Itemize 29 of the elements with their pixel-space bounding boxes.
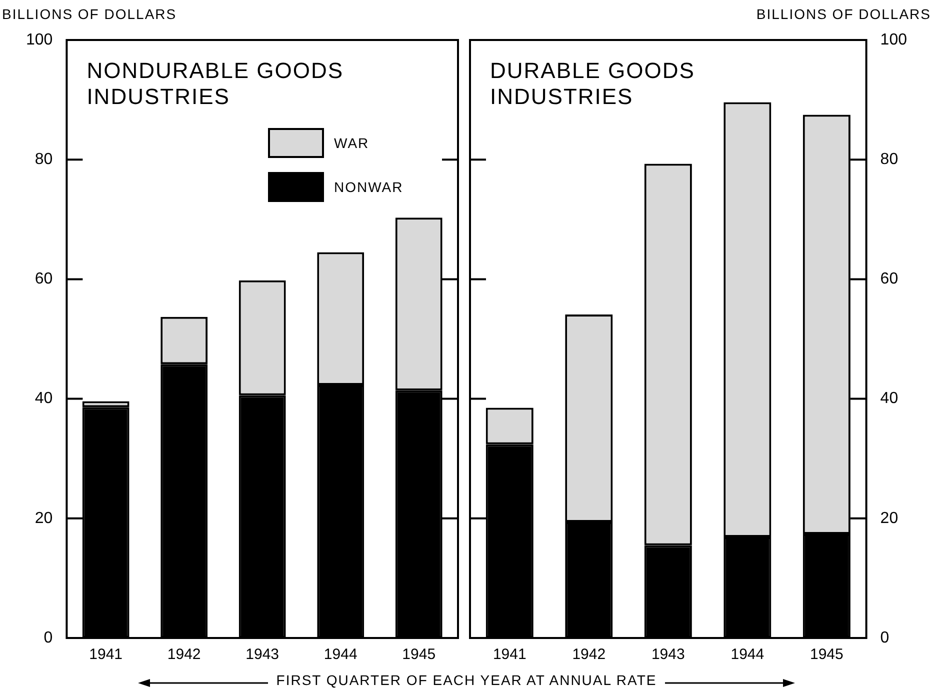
y-tick-label: 0	[880, 629, 890, 646]
legend-label: NONWAR	[334, 179, 404, 195]
y-tick-label: 40	[34, 390, 53, 408]
y-tick-label: 0	[44, 629, 53, 646]
y-tick-label: 60	[880, 270, 898, 288]
x-tick-label: 1943	[246, 646, 280, 664]
x-tick-label: 1943	[651, 646, 685, 664]
y-tick-label: 60	[34, 270, 53, 288]
x-tick-label: 1941	[492, 646, 526, 664]
legend-label: WAR	[334, 135, 370, 151]
y-tick-label: 100	[26, 31, 53, 48]
x-tick-label: 1944	[324, 646, 358, 664]
y-tick-label: 40	[880, 390, 898, 408]
y-tick-label: 80	[880, 151, 898, 168]
y-tick-label: 80	[34, 151, 53, 168]
y-tick-label: 20	[34, 510, 53, 527]
x-tick-label: 1942	[572, 646, 606, 664]
y-tick-label: 100	[880, 31, 908, 48]
text: NONDURABLE GOODS INDUSTRIES	[86, 58, 345, 110]
x-tick-label: 1945	[810, 646, 844, 664]
x-tick-label: 1942	[167, 646, 201, 664]
y-axis-title: BILLIONS OF DOLLARS	[2, 6, 177, 22]
x-axis-title: FIRST QUARTER OF EACH YEAR AT ANNUAL RATE	[276, 672, 657, 688]
text: DURABLE GOODS INDUSTRIES	[490, 58, 696, 110]
y-tick-label: 20	[880, 510, 898, 527]
y-axis-title: BILLIONS OF DOLLARS	[756, 6, 931, 22]
x-tick-label: 1945	[402, 646, 436, 664]
x-tick-label: 1944	[730, 646, 764, 664]
x-tick-label: 1941	[89, 646, 123, 664]
